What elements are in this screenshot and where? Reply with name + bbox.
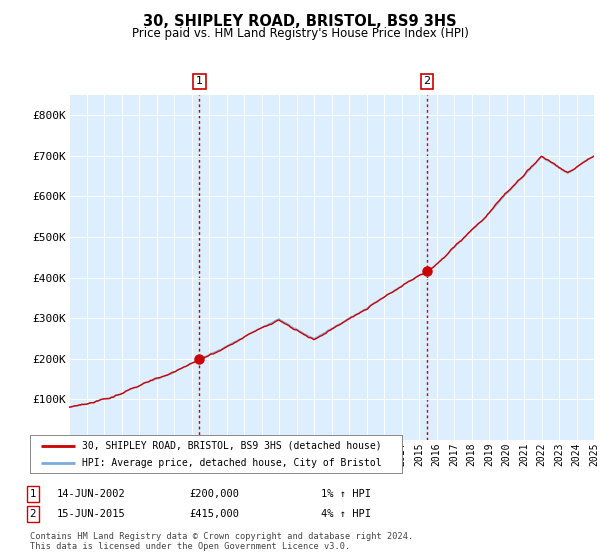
Text: Price paid vs. HM Land Registry's House Price Index (HPI): Price paid vs. HM Land Registry's House … xyxy=(131,27,469,40)
Text: £415,000: £415,000 xyxy=(189,509,239,519)
Text: 1: 1 xyxy=(29,489,37,499)
Text: 15-JUN-2015: 15-JUN-2015 xyxy=(57,509,126,519)
Text: 1: 1 xyxy=(196,76,203,86)
Text: Contains HM Land Registry data © Crown copyright and database right 2024.
This d: Contains HM Land Registry data © Crown c… xyxy=(30,532,413,552)
Text: 14-JUN-2002: 14-JUN-2002 xyxy=(57,489,126,499)
Text: 2: 2 xyxy=(29,509,37,519)
Text: 2: 2 xyxy=(424,76,430,86)
Text: £200,000: £200,000 xyxy=(189,489,239,499)
Text: 4% ↑ HPI: 4% ↑ HPI xyxy=(321,509,371,519)
Text: 30, SHIPLEY ROAD, BRISTOL, BS9 3HS: 30, SHIPLEY ROAD, BRISTOL, BS9 3HS xyxy=(143,14,457,29)
Text: HPI: Average price, detached house, City of Bristol: HPI: Average price, detached house, City… xyxy=(82,458,382,468)
Text: 30, SHIPLEY ROAD, BRISTOL, BS9 3HS (detached house): 30, SHIPLEY ROAD, BRISTOL, BS9 3HS (deta… xyxy=(82,441,382,451)
Text: 1% ↑ HPI: 1% ↑ HPI xyxy=(321,489,371,499)
